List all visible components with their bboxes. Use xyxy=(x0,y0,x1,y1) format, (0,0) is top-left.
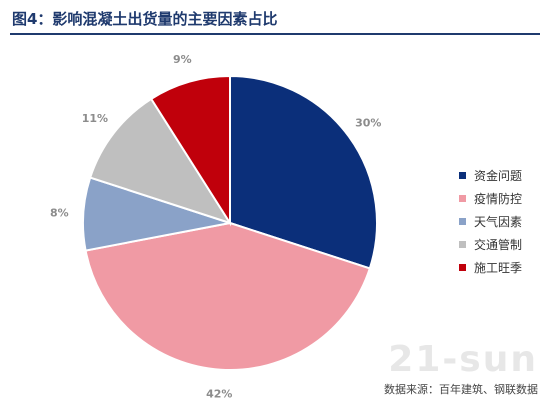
pie-slice xyxy=(84,221,372,371)
slice-value-label: 11% xyxy=(82,112,108,125)
source-note: 数据来源：百年建筑、钢联数据 xyxy=(384,383,538,396)
pie-slices xyxy=(81,74,378,371)
slice-value-label: 9% xyxy=(173,53,192,66)
legend-label: 交通管制 xyxy=(474,238,523,252)
chart-legend: 资金问题疫情防控天气因素交通管制施工旺季 xyxy=(459,164,522,279)
legend-item: 疫情防控 xyxy=(459,187,522,210)
legend-item: 交通管制 xyxy=(459,233,522,256)
slice-value-label: 8% xyxy=(50,206,69,219)
legend-swatch xyxy=(459,241,466,248)
legend-label: 天气因素 xyxy=(474,215,523,229)
legend-label: 资金问题 xyxy=(474,169,523,183)
legend-item: 资金问题 xyxy=(459,164,522,187)
pie-slice xyxy=(149,74,231,227)
legend-item: 天气因素 xyxy=(459,210,522,233)
legend-label: 疫情防控 xyxy=(474,192,523,206)
legend-swatch xyxy=(459,218,466,225)
legend-swatch xyxy=(459,195,466,202)
slice-value-label: 42% xyxy=(206,388,232,401)
pie-value-labels: 30% 42% 8% 11% 9% xyxy=(50,53,382,401)
pie-slice xyxy=(88,97,233,225)
legend-label: 施工旺季 xyxy=(474,261,523,275)
watermark-text: 21-sun xyxy=(388,339,538,380)
title-underline xyxy=(10,33,540,35)
legend-swatch xyxy=(459,172,466,179)
slice-value-label: 30% xyxy=(355,117,381,130)
legend-swatch xyxy=(459,264,466,271)
chart-title: 图4：影响混凝土出货量的主要因素占比 xyxy=(12,10,278,28)
pie-slice xyxy=(229,74,378,270)
legend-item: 施工旺季 xyxy=(459,256,522,279)
